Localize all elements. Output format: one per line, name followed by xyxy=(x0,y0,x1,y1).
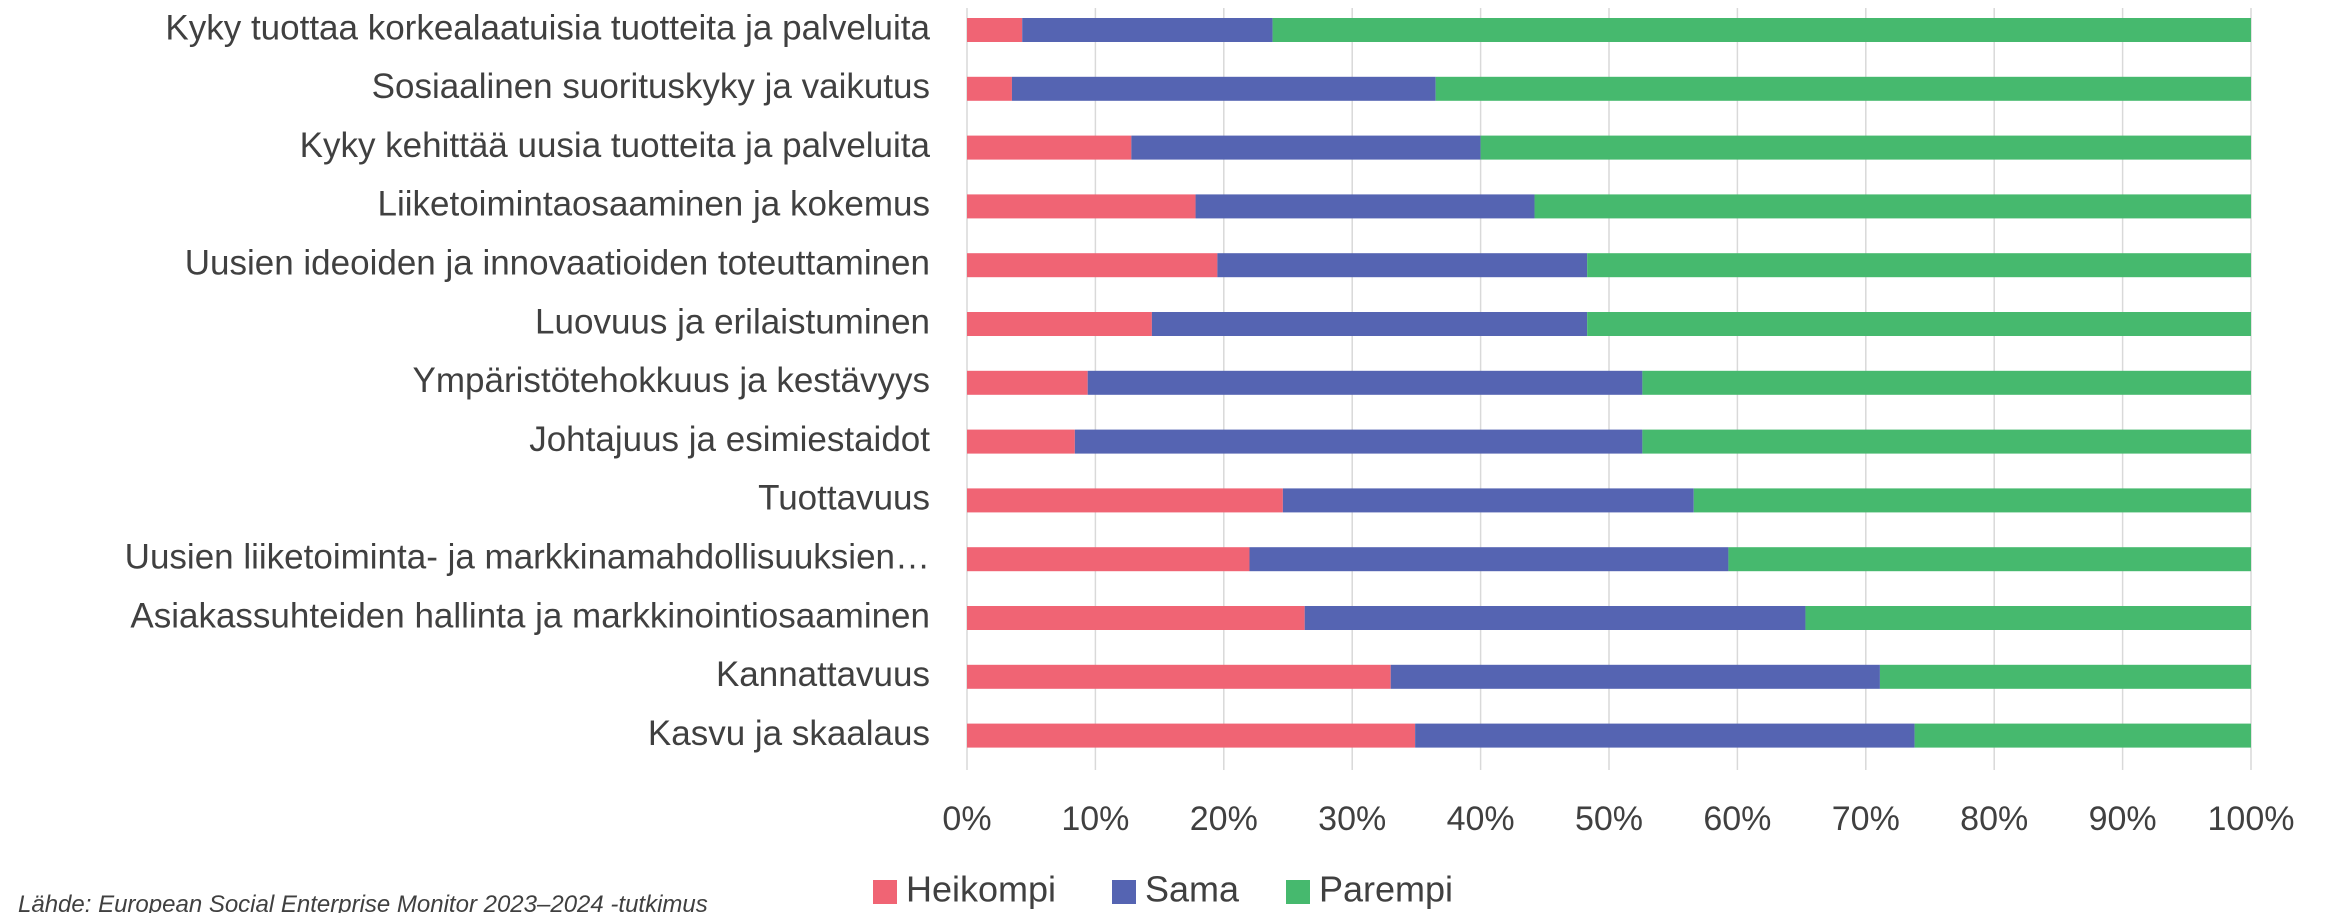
bar-segment xyxy=(967,194,1196,219)
legend-label: Sama xyxy=(1145,869,1240,910)
y-tick-label: Uusien ideoiden ja innovaatioiden toteut… xyxy=(185,243,930,282)
bar-segment xyxy=(1587,253,2251,278)
y-tick-label: Asiakassuhteiden hallinta ja markkinoint… xyxy=(130,596,930,635)
source-note: Lähde: European Social Enterprise Monito… xyxy=(18,891,708,913)
y-tick-label: Tuottavuus xyxy=(758,479,930,518)
legend-swatch xyxy=(1112,880,1136,904)
bar-segment xyxy=(1805,606,2251,630)
bar-segment xyxy=(1011,76,1436,101)
bar-segment xyxy=(1390,664,1880,689)
y-tick-label: Ympäristötehokkuus ja kestävyys xyxy=(413,361,930,400)
bar-segment xyxy=(967,547,1250,572)
bar-segment xyxy=(1587,312,2251,336)
x-tick-label: 20% xyxy=(1190,800,1258,838)
bar-segment xyxy=(967,312,1152,336)
bar-segment xyxy=(1151,312,1588,336)
bar-segment xyxy=(1074,429,1643,454)
bar-segment xyxy=(967,488,1283,513)
y-tick-label: Kyky kehittää uusia tuotteita ja palvelu… xyxy=(300,126,931,165)
bar-segment xyxy=(1642,370,2251,395)
bar-segment xyxy=(1914,723,2251,748)
x-tick-label: 30% xyxy=(1318,800,1386,838)
x-tick-label: 80% xyxy=(1960,800,2028,838)
bar-segment xyxy=(1217,253,1588,278)
bar-segment xyxy=(1022,18,1273,42)
bar-segment xyxy=(967,370,1088,395)
legend-swatch xyxy=(873,880,897,904)
legend-label: Heikompi xyxy=(906,869,1056,910)
y-tick-label: Sosiaalinen suorituskyky ja vaikutus xyxy=(372,67,930,106)
legend-label: Parempi xyxy=(1319,869,1453,910)
x-tick-label: 60% xyxy=(1703,800,1771,838)
bar-segment xyxy=(1693,488,2251,513)
bar-segment xyxy=(1249,547,1729,572)
x-tick-label: 50% xyxy=(1575,800,1643,838)
bar-segment xyxy=(1131,135,1481,160)
bar-segment xyxy=(1415,723,1915,748)
x-tick-label: 40% xyxy=(1447,800,1515,838)
bar-segment xyxy=(1728,547,2251,572)
x-tick-label: 90% xyxy=(2089,800,2157,838)
bar-segment xyxy=(1435,76,2251,101)
bar-segment xyxy=(967,606,1305,630)
bar-segment xyxy=(1879,664,2251,689)
bar-segment xyxy=(967,253,1218,278)
bar-segment xyxy=(1304,606,1806,630)
bar-segment xyxy=(967,664,1391,689)
y-tick-label: Liiketoimintaosaaminen ja kokemus xyxy=(378,185,931,224)
y-tick-label: Kyky tuottaa korkealaatuisia tuotteita j… xyxy=(165,8,930,47)
y-tick-label: Kasvu ja skaalaus xyxy=(648,714,930,753)
bar-segment xyxy=(967,76,1012,101)
bar-segment xyxy=(1480,135,2251,160)
y-tick-label: Johtajuus ja esimiestaidot xyxy=(529,420,930,459)
bar-segment xyxy=(1282,488,1694,513)
x-tick-label: 70% xyxy=(1832,800,1900,838)
y-tick-label: Uusien liiketoiminta- ja markkinamahdoll… xyxy=(125,537,930,576)
x-tick-label: 100% xyxy=(2208,800,2295,838)
y-tick-label: Kannattavuus xyxy=(716,655,930,694)
legend-swatch xyxy=(1286,880,1310,904)
bar-segment xyxy=(967,723,1416,748)
bar-segment xyxy=(1087,370,1643,395)
bar-segment xyxy=(967,18,1023,42)
bar-segment xyxy=(967,135,1132,160)
bar-segment xyxy=(1534,194,2251,219)
bar-segment xyxy=(1642,429,2251,454)
bar-segment xyxy=(1272,18,2251,42)
bar-segment xyxy=(967,429,1075,454)
x-tick-label: 10% xyxy=(1061,800,1129,838)
bar-segment xyxy=(1195,194,1535,219)
x-tick-label: 0% xyxy=(942,800,991,838)
y-tick-label: Luovuus ja erilaistuminen xyxy=(535,302,930,341)
